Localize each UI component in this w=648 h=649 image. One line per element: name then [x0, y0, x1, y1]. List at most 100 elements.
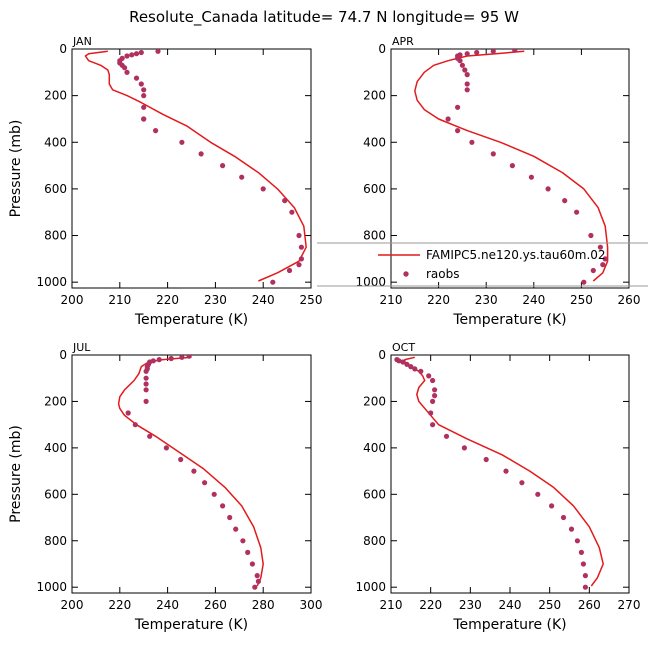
x-tick-label: 250 [570, 293, 593, 307]
x-tick-label: 200 [61, 293, 84, 307]
x-tick-label: 210 [380, 598, 403, 612]
raobs-point [143, 387, 149, 393]
raobs-point [168, 355, 174, 362]
raobs-point [396, 358, 402, 364]
raobs-point [474, 49, 480, 56]
raobs-point [582, 584, 589, 590]
y-tick-label: 1000 [355, 275, 386, 289]
plot-frame [390, 354, 630, 594]
y-tick-label: 400 [363, 135, 386, 149]
raobs-point [535, 491, 541, 497]
x-tick-label: 220 [156, 293, 179, 307]
raobs-point [503, 468, 509, 474]
raobs-point [153, 128, 159, 134]
raobs-point [590, 267, 596, 274]
x-tick-label: 270 [618, 598, 641, 612]
raobs-point [286, 267, 293, 274]
raobs-point [179, 355, 185, 360]
raobs-point [597, 244, 604, 250]
x-tick-label: 240 [522, 293, 545, 307]
raobs-point [254, 573, 260, 579]
raobs-point [143, 368, 149, 374]
x-tick-label: 260 [204, 598, 227, 612]
y-tick-label: 600 [363, 182, 386, 196]
raobs-point [469, 139, 475, 145]
y-axis-label: Pressure (mb) [8, 120, 24, 218]
x-tick-label: 240 [156, 598, 179, 612]
raobs-point [600, 262, 606, 268]
raobs-point [141, 87, 147, 93]
y-tick-label: 400 [363, 441, 386, 455]
raobs-point [186, 355, 192, 359]
raobs-point [408, 364, 414, 370]
plot-frame [71, 48, 312, 289]
panel-label: JUL [72, 341, 91, 354]
raobs-point [464, 81, 470, 87]
model-profile-line [117, 356, 264, 587]
x-axis-label: Temperature (K) [452, 617, 566, 633]
panel-apr: APR 210 220 230 240 250 260 0 200 400 600 800 1000 Te… [355, 35, 640, 328]
y-tick-label: 200 [363, 394, 386, 408]
raobs-point [252, 584, 258, 590]
raobs-point [240, 538, 246, 544]
raobs-point [588, 232, 594, 239]
raobs-point [282, 198, 288, 204]
raobs-point [509, 163, 515, 169]
raobs-point [202, 480, 208, 486]
raobs-point [296, 232, 302, 239]
legend: FAMIPC5.ne120.ys.tau60m.02 raobs [317, 242, 648, 287]
raobs-point [141, 93, 147, 99]
x-tick-label: 220 [108, 598, 131, 612]
raobs-point [211, 491, 217, 497]
raobs-point [296, 262, 302, 268]
x-tick-label: 260 [578, 598, 601, 612]
legend-obs-swatch [403, 271, 409, 277]
raobs-point [141, 104, 147, 110]
raobs-point [179, 139, 185, 145]
raobs-point [124, 69, 130, 75]
x-tick-label: 280 [252, 598, 275, 612]
raobs-point [198, 151, 204, 157]
raobs-point [432, 393, 438, 399]
x-tick-label: 220 [419, 598, 442, 612]
raobs-point [445, 116, 451, 122]
raobs-point [156, 357, 162, 363]
panel-label: OCT [392, 341, 415, 354]
x-tick-label: 200 [61, 598, 84, 612]
x-tick-label: 230 [204, 293, 227, 307]
raobs-point [462, 67, 468, 73]
y-tick-label: 800 [363, 534, 386, 548]
raobs-point [220, 163, 226, 169]
raobs-point [457, 58, 463, 64]
y-tick-label: 400 [44, 135, 67, 149]
x-tick-label: 250 [300, 293, 323, 307]
x-tick-label: 210 [108, 293, 131, 307]
raobs-point [461, 445, 467, 451]
panel-oct: OCT 210 220 230 240 250 260 270 0 200 400 600 800 100… [355, 341, 640, 633]
raobs-point [580, 561, 587, 567]
raobs-point [512, 49, 518, 53]
raobs-point [133, 75, 140, 81]
x-tick-label: 240 [499, 598, 522, 612]
raobs-point [249, 561, 255, 567]
raobs-point [298, 244, 304, 250]
y-tick-label: 800 [44, 229, 67, 243]
raobs-point [430, 422, 436, 428]
y-tick-label: 0 [59, 42, 67, 56]
raobs-point [260, 186, 266, 192]
x-tick-label: 240 [252, 293, 275, 307]
raobs-point [490, 151, 496, 157]
raobs-point [143, 381, 149, 387]
raobs-point [545, 186, 551, 192]
x-axis-label: Temperature (K) [134, 312, 248, 328]
model-profile-line [84, 50, 307, 282]
raobs-point [239, 174, 245, 180]
raobs-point [298, 256, 304, 262]
y-tick-label: 1000 [36, 275, 67, 289]
raobs-point [549, 503, 555, 509]
raobs-point [418, 368, 424, 374]
panel-jul: JUL 200 220 240 260 280 300 0 200 400 600 800 1000 Te… [8, 341, 322, 633]
x-tick-label: 230 [459, 598, 482, 612]
raobs-point [141, 116, 147, 122]
